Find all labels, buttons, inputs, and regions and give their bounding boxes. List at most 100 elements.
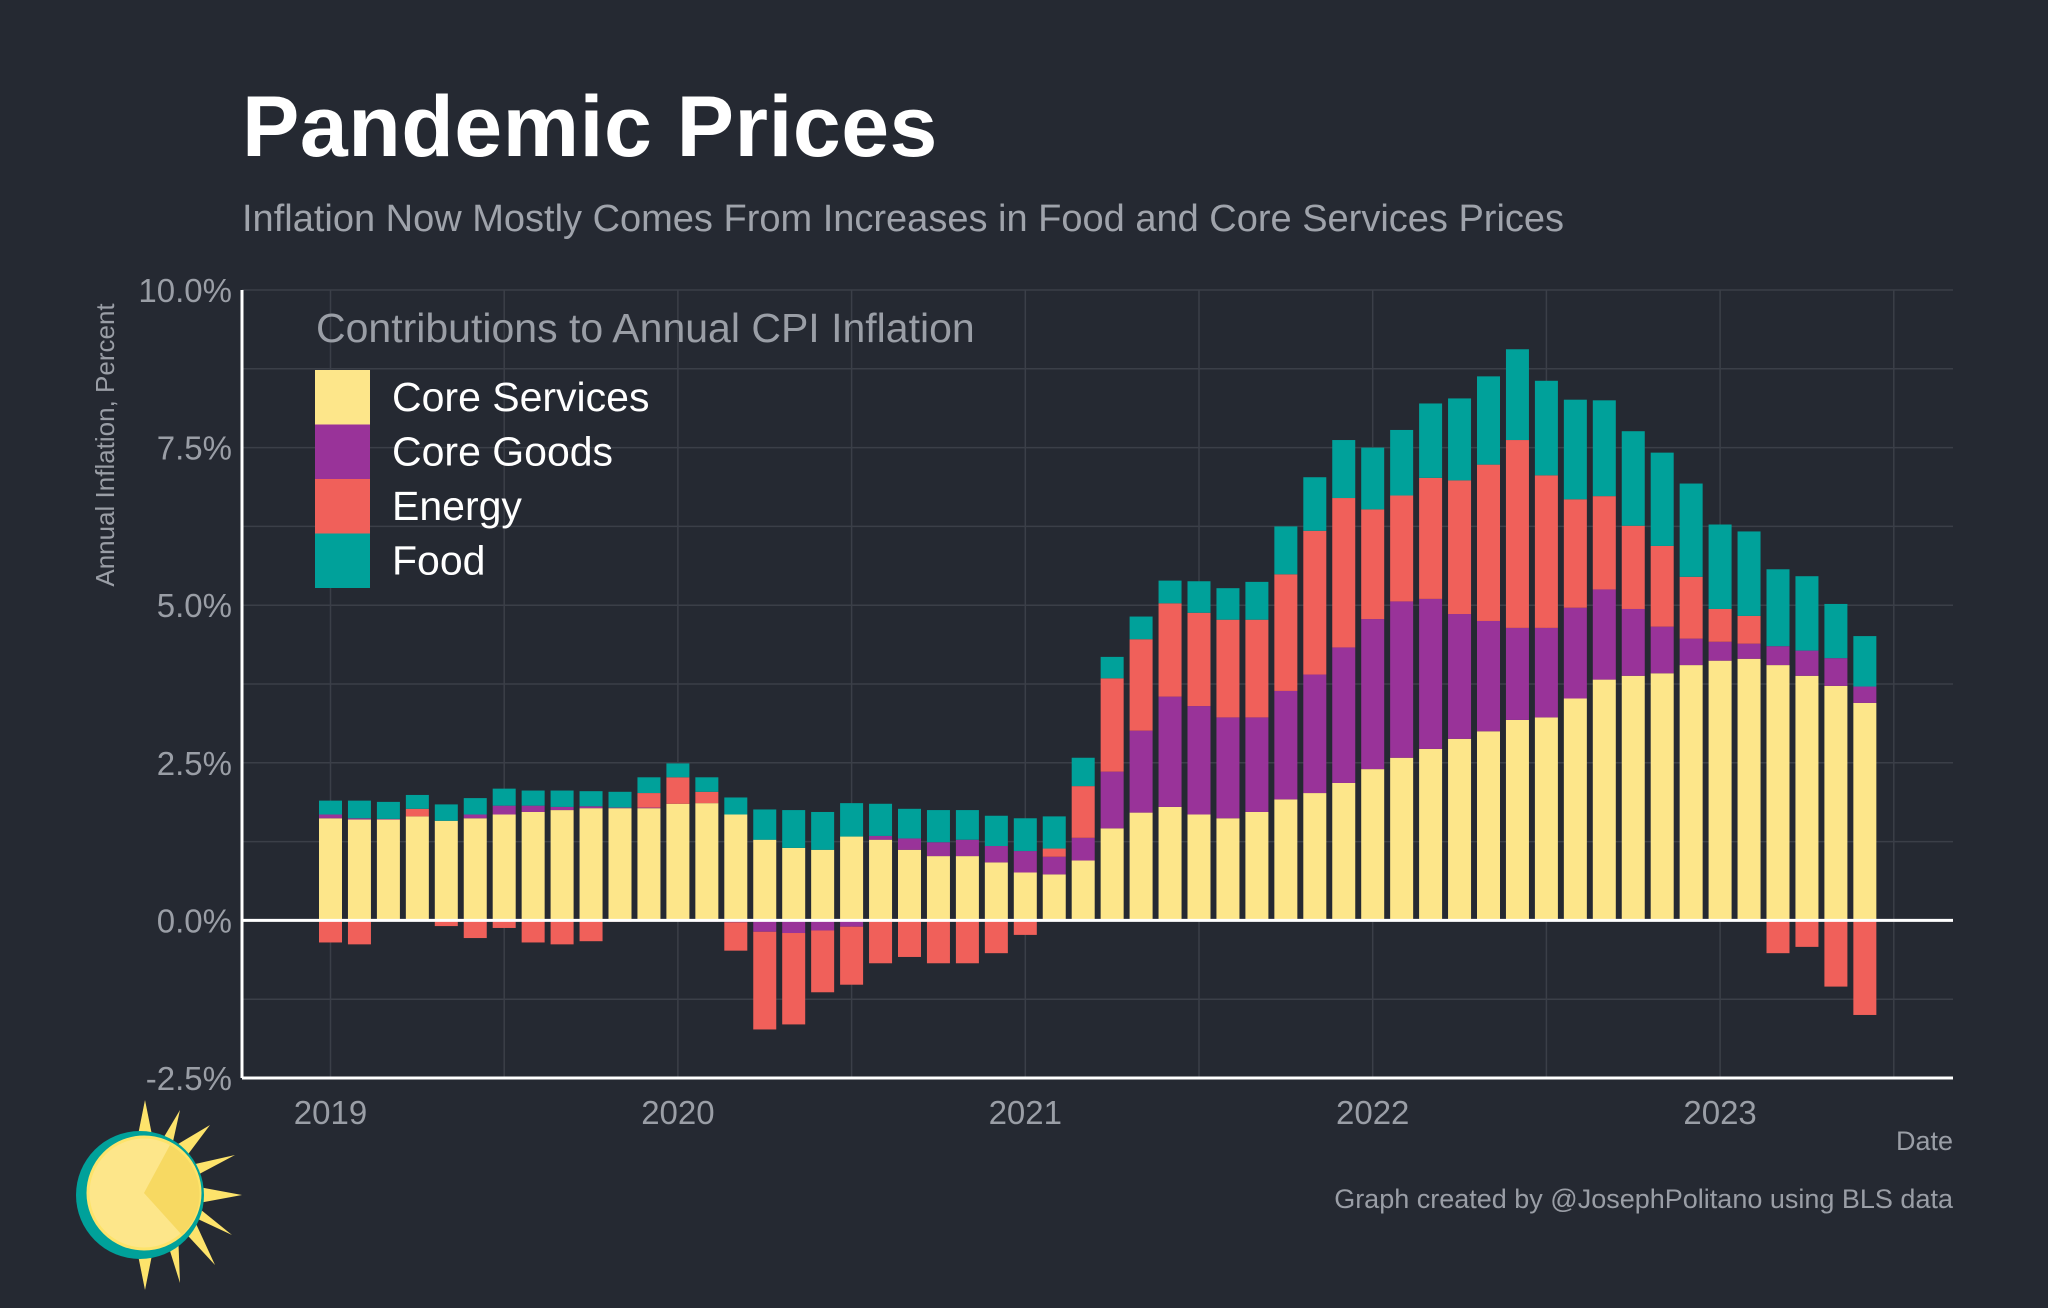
bar-segment-core-services [492, 814, 516, 921]
bar-segment-energy [1013, 920, 1037, 935]
bar-segment-core-services [1013, 872, 1037, 921]
legend-label-energy: Energy [392, 483, 522, 529]
bar-segment-core-services [1766, 665, 1790, 921]
legend-title: Contributions to Annual CPI Inflation [316, 305, 975, 351]
bar-segment-food [1100, 656, 1124, 679]
bar-segment-food [1158, 580, 1182, 604]
bar-segment-food [955, 810, 979, 840]
bar-segment-energy [1505, 440, 1529, 628]
bar-segment-core-services [1071, 860, 1095, 921]
bar-segment-food [1303, 477, 1327, 531]
bar-segment-core-services [608, 808, 632, 921]
bar-segment-core-goods [1708, 641, 1732, 661]
bar-segment-core-services [1534, 717, 1558, 921]
bar-segment-core-goods [1853, 686, 1877, 703]
bar-segment-food [405, 794, 429, 809]
bar-segment-food [666, 763, 690, 778]
bar-segment-core-services [984, 862, 1008, 921]
bar-segment-core-services [1419, 748, 1443, 921]
legend-swatch-energy [315, 479, 370, 534]
bar-segment-core-goods [376, 818, 400, 820]
bar-segment-food [608, 791, 632, 808]
legend-swatch-core-goods [315, 424, 370, 479]
y-tick-label: 2.5% [157, 745, 232, 782]
bar-segment-core-goods [1679, 638, 1703, 666]
bar-segment-food [1013, 818, 1037, 852]
bar-segment-food [724, 797, 748, 815]
bar-segment-energy [1129, 639, 1153, 731]
bar-segment-energy [1100, 678, 1124, 772]
bar-segment-core-goods [521, 805, 545, 812]
bar-segment-energy [1274, 574, 1298, 691]
bar-segment-energy [1158, 603, 1182, 697]
bar-segment-food [926, 810, 950, 843]
bar-segment-energy [463, 920, 487, 939]
bar-segment-food [1448, 398, 1472, 481]
y-tick-label: 5.0% [157, 587, 232, 624]
bar-segment-food [1679, 483, 1703, 577]
bar-segment-core-services [926, 856, 950, 921]
x-tick-label: 2021 [989, 1094, 1062, 1131]
bar-segment-energy [840, 926, 864, 985]
bar-segment-core-goods [1563, 607, 1587, 699]
bar-segment-core-goods [782, 920, 806, 934]
bar-segment-energy [666, 777, 690, 804]
bar-segment-core-services [579, 808, 603, 921]
bar-segment-core-goods [1477, 620, 1500, 732]
bar-segment-energy [1448, 480, 1472, 615]
bar-segment-core-services [550, 810, 574, 921]
bar-segment-food [347, 800, 371, 819]
page-title: Pandemic Prices [242, 79, 938, 175]
bar-segment-food [695, 777, 719, 792]
bar-segment-core-services [1390, 757, 1414, 921]
legend-label-food: Food [392, 538, 485, 584]
bar-segment-food [1563, 399, 1587, 500]
bar-segment-energy [1766, 920, 1790, 954]
bar-segment-core-services [840, 836, 864, 921]
bar-segment-food [1795, 576, 1819, 651]
bar-segment-food [840, 803, 864, 837]
bar-segment-food [1592, 400, 1616, 497]
bar-segment-food [1824, 603, 1848, 659]
bar-segment-core-services [1158, 806, 1182, 921]
bar-segment-core-goods [1505, 627, 1529, 720]
bar-segment-core-goods [319, 814, 342, 819]
bar-segment-food [1505, 349, 1529, 441]
bar-segment-energy [1592, 496, 1616, 590]
legend-swatch-core-services [315, 370, 370, 425]
bar-segment-food [463, 798, 487, 815]
y-tick-label: 7.5% [157, 430, 232, 467]
page-subtitle: Inflation Now Mostly Comes From Increase… [242, 198, 1565, 240]
bar-segment-food [521, 790, 545, 806]
bar-segment-food [782, 810, 806, 848]
bar-segment-energy [1245, 619, 1269, 718]
bar-segment-core-services [347, 819, 371, 921]
bar-segment-core-services [1650, 673, 1674, 921]
bar-segment-core-services [753, 839, 777, 921]
bar-segment-core-goods [1621, 608, 1645, 676]
bar-segment-core-services [1100, 828, 1124, 921]
bar-segment-core-services [782, 847, 806, 921]
bar-segment-core-goods [1187, 706, 1211, 815]
bar-segment-core-goods [1100, 771, 1124, 829]
bar-segment-core-services [1795, 675, 1819, 921]
bar-segment-core-goods [1274, 690, 1298, 800]
bar-segment-core-services [405, 816, 429, 921]
bar-segment-energy [1361, 509, 1385, 620]
bar-segment-energy [1390, 495, 1414, 602]
bar-segment-core-goods [637, 807, 661, 809]
bar-segment-core-goods [579, 806, 603, 809]
bar-segment-energy [782, 933, 806, 1025]
bar-segment-energy [1621, 525, 1645, 609]
bar-segment-core-goods [1245, 717, 1269, 812]
bar-segment-core-services [811, 849, 835, 921]
bar-segment-energy [1187, 612, 1211, 707]
bar-segment-core-services [1505, 719, 1529, 921]
bar-segment-food [1042, 816, 1066, 849]
bar-segment-food [579, 791, 603, 807]
y-axis-label: Annual Inflation, Percent [90, 303, 120, 587]
bar-segment-food [1766, 569, 1790, 647]
bar-segment-food [434, 804, 458, 821]
bar-segment-core-goods [492, 805, 516, 815]
x-axis-label: Date [1896, 1126, 1953, 1156]
